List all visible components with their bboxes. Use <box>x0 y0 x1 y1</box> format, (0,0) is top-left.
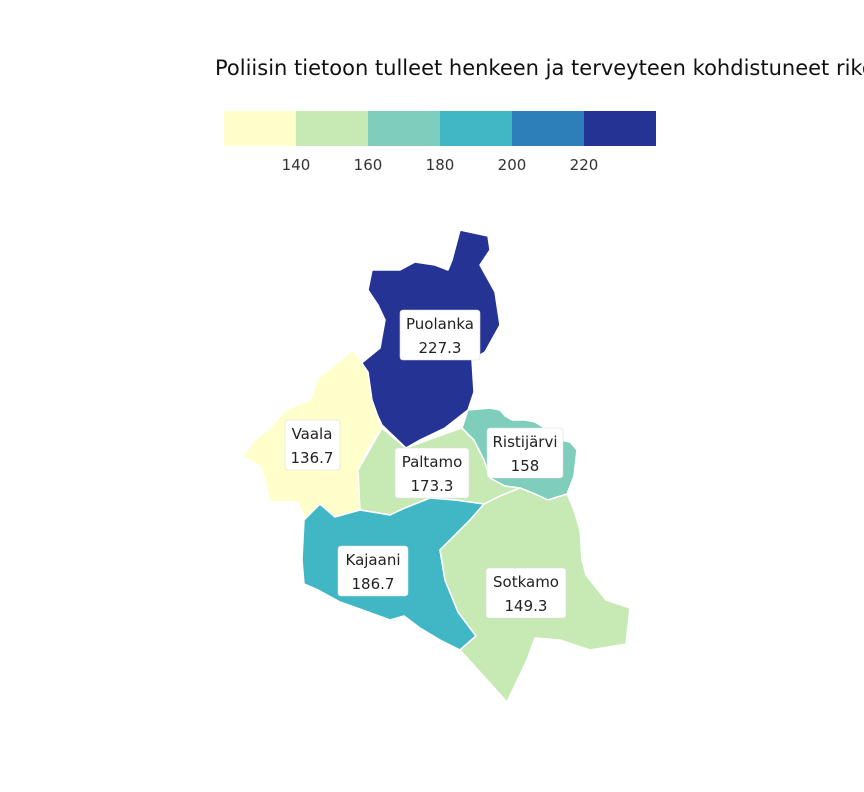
legend-swatch-2 <box>296 111 368 146</box>
region-value: 149.3 <box>505 597 548 615</box>
region-value: 136.7 <box>291 449 334 467</box>
label-ristijarvi: Ristijärvi 158 <box>486 427 564 479</box>
region-name: Puolanka <box>406 315 474 333</box>
legend-tick-label: 180 <box>426 156 455 174</box>
label-kajaani: Kajaani 186.7 <box>337 545 409 597</box>
region-name: Sotkamo <box>493 573 559 591</box>
label-sotkamo: Sotkamo 149.3 <box>485 567 567 619</box>
label-puolanka: Puolanka 227.3 <box>399 309 481 361</box>
region-name: Ristijärvi <box>492 433 557 451</box>
region-name: Vaala <box>292 425 333 443</box>
label-paltamo: Paltamo 173.3 <box>394 447 470 499</box>
label-box <box>394 447 470 499</box>
region-value: 158 <box>511 457 540 475</box>
legend-tick-label: 160 <box>354 156 383 174</box>
region-labels: Puolanka 227.3 Vaala 136.7 Ristijärvi 15… <box>284 309 567 619</box>
legend-swatch-6 <box>584 111 656 146</box>
color-legend: 140 160 180 200 220 <box>224 111 656 174</box>
label-box <box>485 567 567 619</box>
region-value: 186.7 <box>352 575 395 593</box>
label-box <box>284 419 341 471</box>
legend-tick-label: 220 <box>570 156 599 174</box>
legend-swatch-4 <box>440 111 512 146</box>
region-name: Kajaani <box>346 551 401 569</box>
legend-tick-label: 200 <box>498 156 527 174</box>
label-box <box>399 309 481 361</box>
region-value: 173.3 <box>411 477 454 495</box>
legend-tick-label: 140 <box>282 156 311 174</box>
label-vaala: Vaala 136.7 <box>284 419 341 471</box>
region-value: 227.3 <box>419 339 462 357</box>
label-box <box>486 427 564 479</box>
legend-swatch-5 <box>512 111 584 146</box>
label-box <box>337 545 409 597</box>
region-name: Paltamo <box>402 453 463 471</box>
legend-swatch-1 <box>224 111 296 146</box>
map-title: Poliisin tietoon tulleet henkeen ja terv… <box>215 56 864 80</box>
legend-swatch-3 <box>368 111 440 146</box>
